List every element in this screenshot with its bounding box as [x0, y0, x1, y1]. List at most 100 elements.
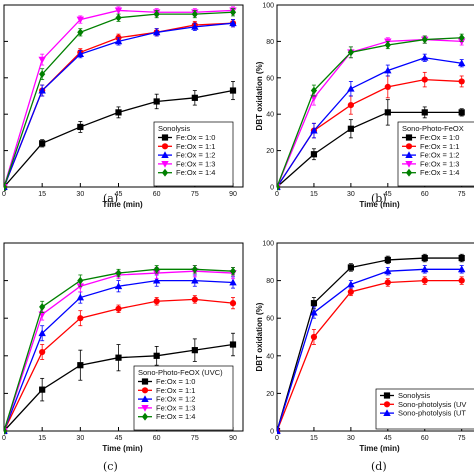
legend-box: [133, 365, 234, 431]
y-tick-label: 100: [262, 3, 274, 10]
data-point: [153, 352, 160, 359]
data-point: [229, 87, 237, 94]
data-point: [421, 265, 429, 273]
x-tick-label: 75: [191, 435, 199, 442]
legend-label: Fe:Ox = 1:0: [156, 377, 195, 386]
data-point: [458, 78, 465, 85]
y-tick-label: 40: [266, 112, 274, 119]
x-axis-label: Time (min): [102, 444, 143, 453]
series-line: [277, 37, 462, 188]
data-point: [191, 347, 198, 354]
legend-marker: [141, 412, 149, 421]
data-point: [457, 38, 466, 46]
x-tick-label: 90: [229, 435, 237, 442]
series-1: [277, 253, 465, 435]
data-point: [457, 265, 466, 273]
x-tick-label: 15: [38, 435, 46, 442]
data-point: [229, 8, 237, 17]
y-tick-label: 60: [266, 75, 274, 82]
series-5: [4, 265, 237, 435]
plot-area: [277, 33, 466, 191]
legend-marker: [405, 168, 413, 177]
data-point: [4, 183, 8, 191]
data-point: [39, 386, 46, 393]
data-point: [347, 102, 354, 109]
data-point: [384, 41, 391, 49]
legend-marker: [161, 143, 169, 150]
y-tick-label: 20: [266, 391, 274, 398]
data-point: [39, 140, 46, 147]
legend-label: Fe:Ox = 1:1: [156, 386, 195, 395]
data-point: [152, 28, 161, 36]
data-point: [229, 300, 237, 307]
data-point: [421, 76, 428, 83]
data-point: [191, 10, 198, 18]
x-tick-label: 60: [153, 191, 161, 198]
legend-marker: [405, 143, 413, 150]
x-tick-label: 60: [421, 435, 429, 442]
data-point: [384, 279, 391, 286]
plot-area: [4, 265, 237, 435]
plot-area: [4, 6, 237, 192]
series-5: [277, 33, 465, 191]
data-point: [229, 341, 237, 348]
legend-label: Fe:Ox = 1:2: [420, 151, 459, 160]
legend-marker: [383, 401, 391, 408]
data-point: [310, 333, 318, 341]
legend-title: Sonolysis: [158, 124, 190, 133]
x-tick-label: 0: [275, 191, 279, 198]
legend-marker: [161, 151, 169, 158]
x-axis-label: Time (min): [359, 200, 400, 209]
data-point: [384, 83, 391, 90]
data-point: [229, 19, 237, 27]
legend-marker: [383, 392, 391, 399]
x-tick-label: 60: [421, 191, 429, 198]
series-1: [4, 332, 237, 435]
data-point: [191, 22, 199, 30]
axis-frame: [276, 242, 474, 432]
legend-marker: [161, 134, 169, 141]
x-tick-label: 0: [2, 435, 6, 442]
x-tick-label: 75: [458, 435, 466, 442]
x-tick-label: 30: [76, 191, 84, 198]
data-point: [421, 277, 428, 284]
data-point: [310, 308, 318, 316]
legend-label: Fe:Ox = 1:0: [420, 133, 459, 142]
data-point: [153, 98, 160, 105]
legend-marker: [141, 405, 149, 412]
data-point: [76, 293, 85, 301]
legend-marker: [141, 387, 149, 394]
data-point: [458, 33, 465, 42]
y-axis-label: DBT oxidation (%): [255, 302, 264, 371]
legend-label: Fe:Ox = 1:1: [420, 142, 459, 151]
legend-box: [153, 121, 234, 187]
data-point: [421, 254, 428, 262]
y-axis-label: DBT oxidation (%): [255, 61, 264, 130]
data-point: [114, 37, 123, 45]
data-point: [77, 276, 84, 285]
data-point: [77, 315, 84, 322]
y-tick-label: 100: [262, 241, 274, 248]
axis-frame: [3, 4, 244, 188]
x-tick-label: 30: [347, 191, 355, 198]
data-point: [39, 348, 46, 356]
data-point: [310, 151, 318, 158]
data-point: [76, 50, 85, 58]
data-point: [38, 86, 46, 94]
panel-caption: (b): [371, 192, 387, 205]
legend-marker: [141, 378, 149, 385]
data-point: [191, 296, 198, 303]
panel-caption: (d): [371, 460, 387, 473]
data-point: [77, 123, 84, 131]
data-point: [77, 28, 84, 37]
data-point: [152, 276, 161, 284]
y-tick-label: 60: [266, 316, 274, 323]
data-point: [114, 282, 123, 290]
y-tick-label: 40: [266, 353, 274, 360]
series-2: [277, 276, 465, 435]
data-point: [421, 109, 428, 116]
series-line: [277, 111, 462, 188]
